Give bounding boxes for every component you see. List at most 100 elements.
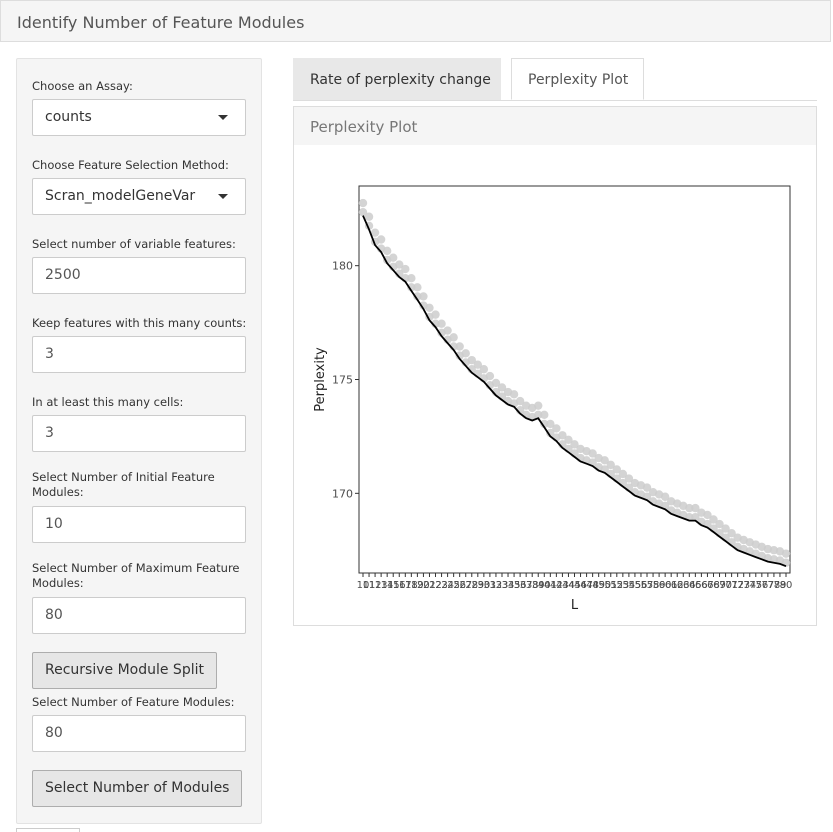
- data-point: [455, 342, 464, 351]
- x-tick-label: 31: [484, 580, 497, 591]
- nvar-input[interactable]: 2500: [32, 257, 246, 294]
- assay-select[interactable]: counts: [32, 99, 246, 136]
- x-tick-label: 48: [586, 580, 599, 591]
- x-tick-label: 71: [725, 580, 738, 591]
- x-tick-label: 65: [689, 580, 702, 591]
- data-point: [546, 428, 555, 438]
- x-tick-label: 17: [399, 580, 412, 591]
- x-tick-label: 23: [435, 580, 448, 591]
- x-axis-label: L: [571, 598, 579, 613]
- data-point: [534, 410, 543, 419]
- x-tick-label: 75: [749, 580, 762, 591]
- data-point: [612, 465, 621, 474]
- data-point: [570, 440, 579, 449]
- num-modules-input[interactable]: 80: [32, 715, 246, 752]
- data-point: [467, 355, 476, 365]
- series-line: [362, 215, 787, 568]
- x-tick-label: 69: [713, 580, 726, 591]
- num-modules-label: Select Number of Feature Modules:: [32, 695, 235, 709]
- data-point: [685, 503, 694, 513]
- data-point: [364, 212, 374, 221]
- plot-area: [358, 185, 791, 574]
- data-point: [425, 303, 434, 312]
- tab-rate-of-perplexity-change[interactable]: Rate of perplexity change: [293, 58, 501, 100]
- tab-divider: [293, 100, 817, 101]
- data-point: [691, 513, 700, 522]
- sidebar: Choose an Assay: counts Choose Feature S…: [16, 58, 262, 824]
- panel-header: Identify Number of Feature Modules: [0, 0, 831, 42]
- data-point: [395, 260, 404, 269]
- x-tick-label: 38: [526, 580, 539, 591]
- x-tick-label: 33: [496, 580, 509, 591]
- x-tick-label: 28: [465, 580, 478, 591]
- data-point: [534, 401, 543, 410]
- method-select[interactable]: Scran_modelGeneVar: [32, 178, 246, 215]
- data-point: [479, 365, 489, 374]
- data-point: [382, 246, 392, 256]
- x-tick-label: 12: [369, 580, 382, 591]
- x-tick-label: 51: [604, 580, 617, 591]
- x-tick-label: 64: [683, 580, 696, 591]
- cells-label: In at least this many cells:: [32, 395, 184, 409]
- x-tick-label: 18: [405, 580, 418, 591]
- x-tick-label: 32: [490, 580, 503, 591]
- x-tick-label: 27: [459, 580, 472, 591]
- x-tick-label: 77: [762, 580, 775, 591]
- data-point: [703, 510, 712, 520]
- initial-modules-input[interactable]: 10: [32, 506, 246, 543]
- data-point: [497, 383, 507, 392]
- x-tick-label: 30: [477, 580, 490, 591]
- data-point: [370, 228, 380, 237]
- chevron-down-icon: [218, 115, 228, 120]
- recursive-module-split-button[interactable]: Recursive Module Split: [32, 652, 217, 689]
- bottom-element: [16, 828, 80, 832]
- max-modules-label: Select Number of Maximum Feature Modules…: [32, 561, 240, 590]
- x-tick-label: 11: [363, 580, 376, 591]
- x-tick-label: 41: [544, 580, 557, 591]
- x-tick-label: 74: [743, 580, 756, 591]
- max-modules-input[interactable]: 80: [32, 597, 246, 634]
- data-point: [473, 360, 483, 369]
- x-tick-label: 29: [471, 580, 484, 591]
- data-point: [546, 419, 555, 429]
- data-point: [715, 519, 724, 529]
- y-tick-label: 170: [332, 487, 353, 500]
- data-point: [564, 435, 573, 445]
- assay-label: Choose an Assay:: [32, 79, 133, 93]
- x-tick-label: 19: [411, 580, 424, 591]
- x-tick-label: 73: [737, 580, 750, 591]
- data-point: [461, 349, 470, 358]
- data-point: [552, 424, 561, 433]
- x-tick-label: 20: [417, 580, 430, 591]
- x-tick-label: 52: [610, 580, 623, 591]
- select-number-of-modules-button[interactable]: Select Number of Modules: [32, 770, 243, 807]
- data-point: [642, 483, 652, 492]
- data-point: [413, 283, 422, 292]
- x-tick-label: 25: [447, 580, 460, 591]
- x-tick-label: 16: [393, 580, 406, 591]
- x-tick-label: 10: [357, 580, 370, 591]
- x-tick-label: 35: [508, 580, 521, 591]
- keep-counts-input[interactable]: 3: [32, 336, 246, 373]
- data-point: [781, 549, 791, 558]
- x-tick-label: 55: [629, 580, 642, 591]
- x-tick-label: 47: [580, 580, 593, 591]
- tab-perplexity-plot[interactable]: Perplexity Plot: [511, 58, 644, 100]
- x-tick-label: 57: [641, 580, 654, 591]
- x-tick-label: 63: [677, 580, 690, 591]
- data-point: [721, 524, 730, 533]
- data-point: [443, 326, 452, 335]
- data-point: [358, 198, 368, 208]
- x-tick-label: 80: [780, 580, 793, 591]
- data-point: [358, 207, 368, 217]
- x-tick-label: 58: [647, 580, 660, 591]
- x-tick-label: 24: [441, 580, 454, 591]
- data-point: [431, 310, 440, 319]
- data-point: [491, 378, 501, 388]
- data-point: [449, 333, 458, 342]
- x-tick-label: 36: [514, 580, 527, 591]
- data-point: [600, 456, 609, 465]
- min-cells-input[interactable]: 3: [32, 415, 246, 452]
- x-tick-label: 34: [502, 580, 515, 591]
